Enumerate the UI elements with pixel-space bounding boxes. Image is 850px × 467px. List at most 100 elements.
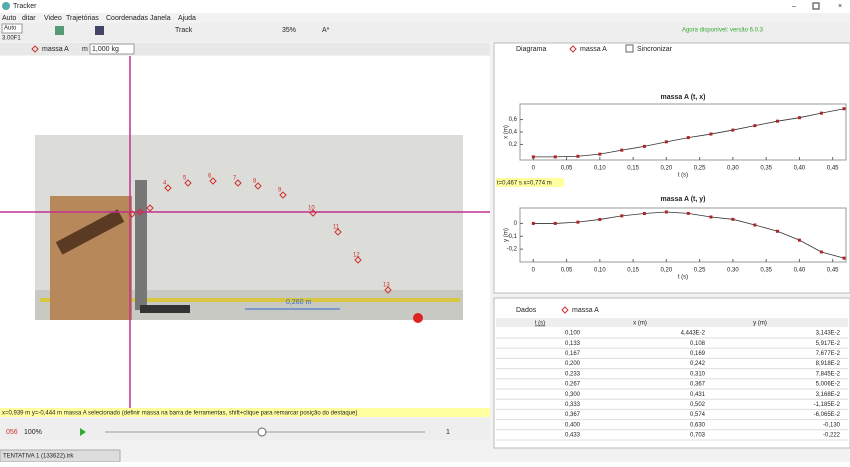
data-point	[665, 210, 668, 213]
x-tick-label: 0,05	[561, 268, 573, 274]
data-point	[620, 214, 623, 217]
clip-button[interactable]	[95, 26, 104, 35]
table-cell: 0,267	[565, 382, 581, 388]
table-cell: -1,185E-2	[814, 402, 841, 408]
player-bar	[0, 418, 490, 440]
x-tick-label: 0,20	[661, 166, 673, 172]
table-cell: 7,677E-2	[816, 351, 841, 357]
x-axis-label: t (s)	[678, 173, 688, 179]
table-cell: 0,574	[690, 412, 706, 418]
menu-item[interactable]: Janela	[150, 15, 171, 22]
close[interactable]: ×	[838, 3, 842, 10]
minimize[interactable]: –	[792, 3, 796, 10]
data-point	[576, 221, 579, 224]
track-button[interactable]: Track	[175, 27, 193, 34]
data-point	[554, 222, 557, 225]
slider-thumb[interactable]	[258, 428, 266, 436]
track-bar	[0, 43, 490, 55]
table-cell: 0,502	[690, 402, 706, 408]
mass-value[interactable]: 1,000 kg	[92, 46, 119, 53]
table-cell: -0,222	[823, 433, 841, 439]
table-cell: 0,100	[565, 331, 581, 337]
menu-item[interactable]: Auto	[2, 15, 17, 22]
file-tab-label[interactable]: TENTATIVA 1 (133622).trk	[3, 454, 74, 460]
table-cell: 0,133	[565, 341, 581, 347]
table-cell: 0,367	[565, 412, 581, 418]
table-track[interactable]: massa A	[572, 307, 599, 314]
table-cell: 0,333	[565, 402, 581, 408]
menu-item[interactable]: Trajetórias	[66, 15, 99, 22]
ball	[413, 313, 423, 323]
graph-track[interactable]: massa A	[580, 46, 607, 53]
data-point	[643, 212, 646, 215]
window-title: Tracker	[13, 3, 37, 10]
x-tick-label: 0,25	[694, 166, 706, 172]
table-cell: 0,200	[565, 361, 581, 367]
column-header: t (s)	[535, 321, 545, 327]
x-tick-label: 0,10	[594, 268, 606, 274]
data-point	[709, 216, 712, 219]
video-panel: 0,260 m 45678910111213	[0, 56, 490, 408]
data-point	[776, 120, 779, 123]
data-point	[532, 222, 535, 225]
table-cell: 7,845E-2	[816, 371, 841, 377]
sync-label[interactable]: Sincronizar	[637, 46, 673, 53]
table-header	[496, 318, 848, 327]
open-button[interactable]	[55, 26, 64, 35]
data-point	[753, 223, 756, 226]
x-tick-label: 0,35	[760, 268, 772, 274]
table-cell: 0,431	[690, 392, 706, 398]
y-tick-label: 0,4	[509, 130, 518, 136]
readout: t=0,467 s x=0,774 m	[497, 181, 552, 187]
table-cell: 4,443E-2	[681, 331, 706, 337]
table-cell: 5,917E-2	[816, 341, 841, 347]
graph-view[interactable]: Diagrama	[516, 46, 546, 53]
table-cell: 0,242	[690, 361, 706, 367]
x-tick-label: 0,30	[727, 268, 739, 274]
x-tick-label: 0,20	[661, 268, 673, 274]
status-text: x=0,939 m y=-0,444 m massa A selecionado…	[2, 411, 357, 417]
x-axis-label: t (s)	[678, 275, 688, 281]
x-tick-label: 0,05	[561, 166, 573, 172]
data-point	[554, 155, 557, 158]
table-cell: 0,630	[690, 422, 706, 428]
column-header: x (m)	[633, 321, 647, 327]
x-tick-label: 0,45	[827, 166, 839, 172]
table-cell: 0,108	[690, 341, 706, 347]
table-cell: -0,130	[823, 422, 841, 428]
menu-item[interactable]: Coordenadas	[106, 15, 149, 22]
zoom-button[interactable]: 35%	[282, 27, 296, 34]
sync-checkbox[interactable]	[626, 45, 633, 52]
font-button[interactable]: A*	[322, 27, 330, 34]
frame-number[interactable]: 056	[6, 429, 18, 436]
y-axis-label: y (m)	[504, 228, 510, 242]
table-view[interactable]: Dados	[516, 307, 537, 314]
table-cell: 0,169	[690, 351, 706, 357]
data-point	[776, 230, 779, 233]
table-cell: 3,143E-2	[816, 331, 841, 337]
x-tick-label: 0,25	[694, 268, 706, 274]
menu-item[interactable]: Ajuda	[178, 15, 196, 22]
y-axis-label: x (m)	[504, 125, 510, 139]
data-point	[798, 116, 801, 119]
menu-item[interactable]: ditar	[22, 15, 36, 22]
update-notice[interactable]: Agora disponível: versão 6.0.3	[682, 28, 764, 34]
menu-item[interactable]: Video	[44, 15, 62, 22]
data-point	[620, 149, 623, 152]
step-size[interactable]: 1	[446, 429, 450, 436]
table-cell: 0,367	[690, 382, 706, 388]
x-tick-label: 0,30	[727, 166, 739, 172]
player-zoom[interactable]: 100%	[24, 429, 42, 436]
data-point	[687, 212, 690, 215]
title-bar	[0, 0, 850, 13]
x-tick-label: 0,15	[627, 166, 639, 172]
track-name[interactable]: massa A	[42, 46, 69, 53]
data-point	[598, 218, 601, 221]
data-point	[731, 129, 734, 132]
x-tick-label: 0,35	[760, 166, 772, 172]
column-header: y (m)	[753, 321, 767, 327]
table-cell: 0,433	[565, 433, 581, 439]
app-icon	[2, 2, 10, 10]
x-tick-label: 0,40	[794, 268, 806, 274]
plot-title: massa A (t, y)	[661, 196, 706, 203]
